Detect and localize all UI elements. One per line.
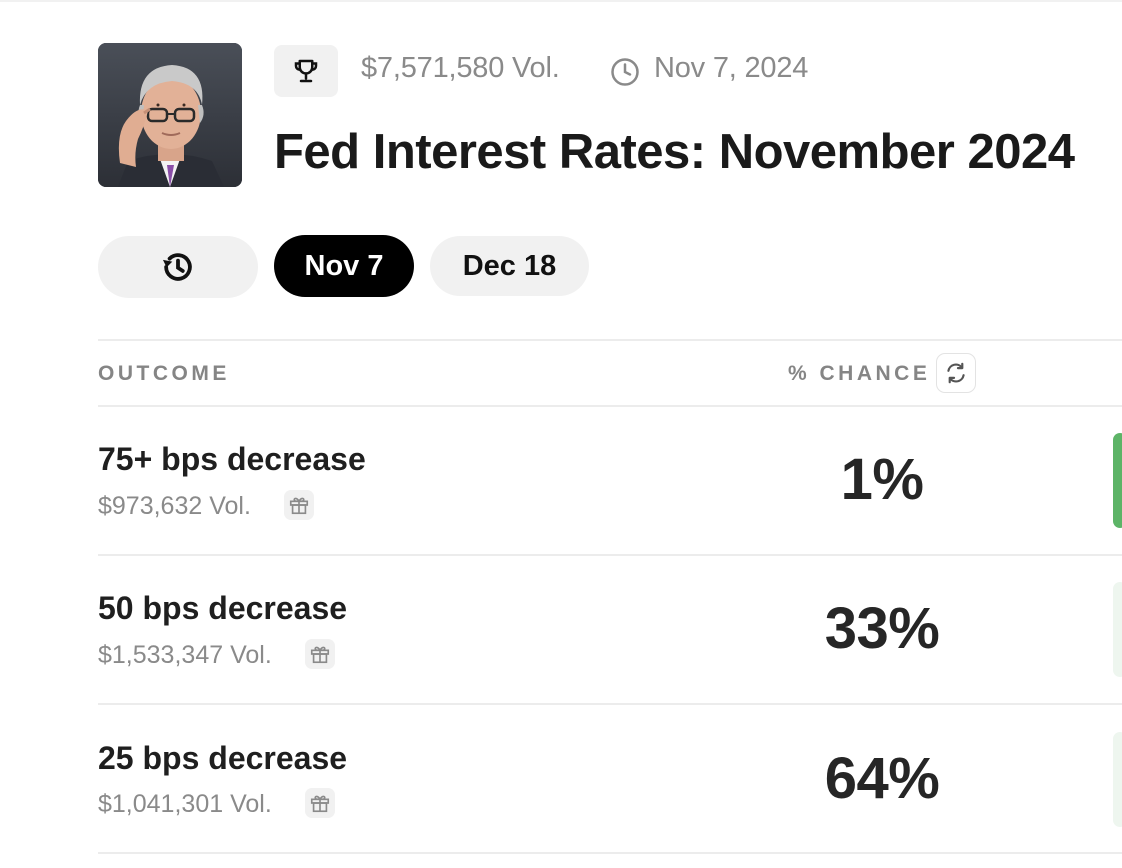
total-volume: $7,571,580 Vol.	[361, 52, 560, 84]
refresh-button[interactable]	[936, 353, 976, 393]
avatar	[98, 43, 242, 187]
divider	[98, 405, 1122, 407]
gift-button[interactable]	[284, 490, 314, 520]
tab-dec-18[interactable]: Dec 18	[430, 236, 589, 296]
gift-icon	[310, 795, 330, 813]
market-image	[98, 43, 242, 187]
gift-button[interactable]	[305, 639, 335, 669]
trophy-badge	[274, 45, 338, 97]
probability-bar	[1113, 732, 1122, 827]
outcome-volume: $973,632 Vol.	[98, 492, 251, 520]
outcome-name: 25 bps decrease	[98, 740, 348, 776]
outcome-volume: $1,041,301 Vol.	[98, 790, 272, 818]
clock-icon	[611, 58, 639, 86]
divider	[98, 554, 1122, 556]
history-button[interactable]	[98, 236, 258, 298]
trophy-icon	[294, 59, 318, 83]
outcome-volume: $1,533,347 Vol.	[98, 641, 272, 669]
divider	[98, 852, 1122, 854]
gift-icon	[289, 497, 309, 515]
probability-bar	[1113, 433, 1122, 528]
page-title: Fed Interest Rates: November 2024	[274, 125, 1075, 179]
refresh-icon	[947, 362, 965, 384]
outcome-chance: 64%	[824, 746, 940, 811]
column-header-outcome: OUTCOME	[98, 362, 230, 385]
outcome-name: 50 bps decrease	[98, 590, 348, 626]
divider	[98, 339, 1122, 341]
tab-nov-7[interactable]: Nov 7	[274, 235, 414, 297]
outcome-chance: 1%	[840, 447, 924, 512]
column-header-chance: % CHANCE	[788, 362, 931, 385]
outcome-chance: 33%	[824, 596, 940, 661]
history-icon	[162, 253, 192, 281]
top-divider	[0, 0, 1122, 2]
probability-bar	[1113, 582, 1122, 677]
gift-icon	[310, 646, 330, 664]
divider	[98, 703, 1122, 705]
outcome-name: 75+ bps decrease	[98, 441, 366, 477]
gift-button[interactable]	[305, 788, 335, 818]
end-date: Nov 7, 2024	[654, 52, 809, 84]
